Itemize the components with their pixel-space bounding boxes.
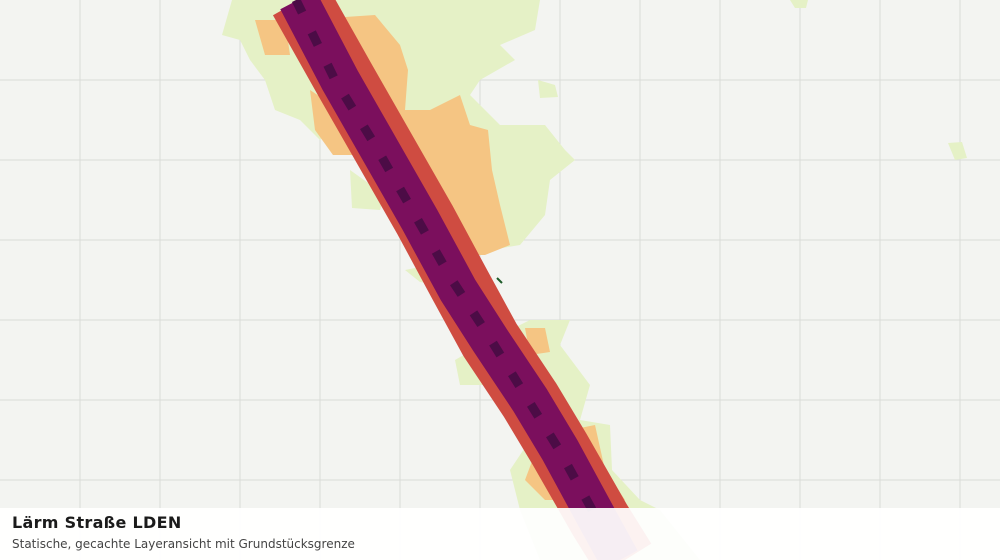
layer-title: Lärm Straße LDEN (12, 513, 182, 532)
road-noise-bands (272, 0, 652, 560)
layer-caption: Lärm Straße LDEN Statische, gecachte Lay… (0, 508, 1000, 560)
marker (496, 277, 503, 284)
layer-subtitle: Statische, gecachte Layeransicht mit Gru… (12, 537, 355, 551)
